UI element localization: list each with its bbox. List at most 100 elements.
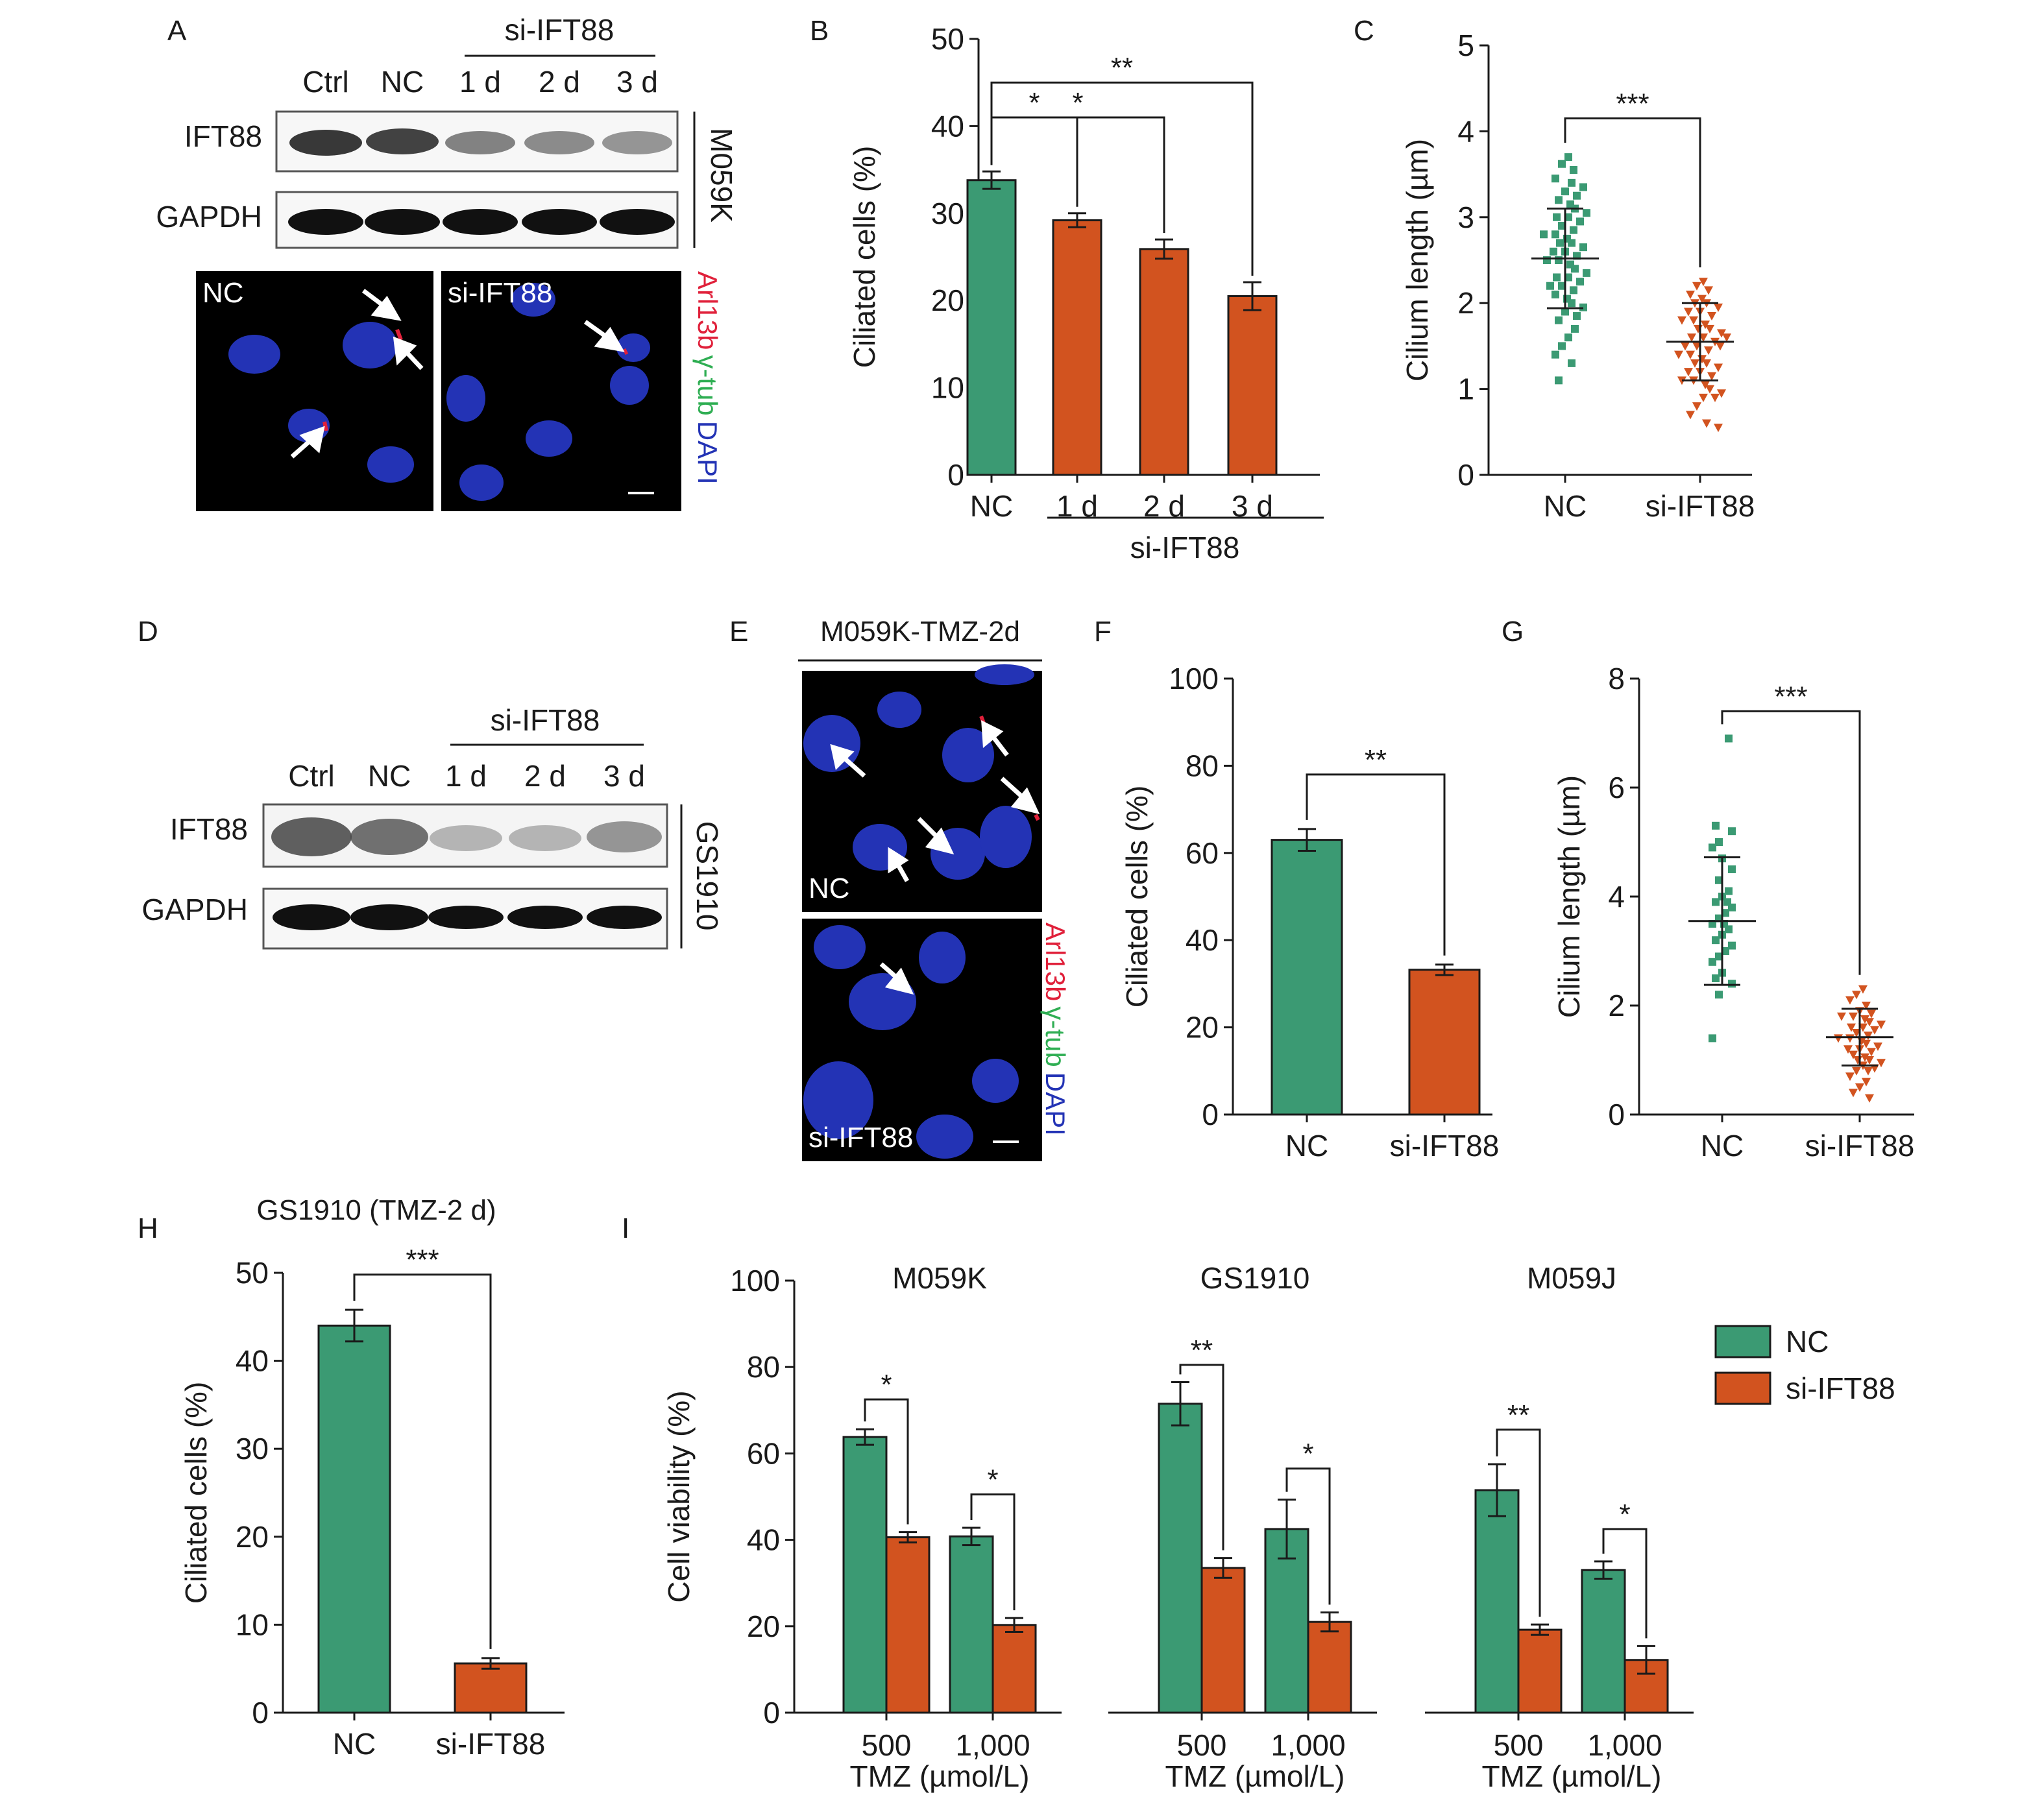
band — [507, 906, 583, 929]
data-point — [1728, 980, 1736, 988]
y-tick-label: 50 — [931, 22, 964, 56]
lane-label-1d: 1 d — [459, 65, 501, 99]
significance-label: *** — [1774, 681, 1807, 712]
data-point — [1837, 1012, 1846, 1021]
bar — [1139, 248, 1189, 476]
group-title: GS1910 — [1200, 1261, 1310, 1295]
y-tick-label: 0 — [1202, 1098, 1219, 1131]
panel-letter-f: F — [1094, 616, 1112, 647]
lane-label-3d: 3 d — [616, 65, 658, 99]
bar — [317, 1324, 391, 1714]
data-point — [1712, 936, 1720, 945]
data-point — [1553, 273, 1561, 282]
data-point — [1714, 303, 1723, 312]
y-tick-label: 20 — [1186, 1011, 1219, 1044]
panel-e: E M059K-TMZ-2d — [729, 616, 1071, 1161]
data-point — [1576, 278, 1584, 286]
nuclei-e-si — [803, 925, 1019, 1159]
nucleus — [526, 420, 572, 457]
y-tick-label: 2 — [1608, 989, 1625, 1022]
lane-label-1d: 1 d — [445, 759, 487, 793]
arrowhead — [981, 720, 1004, 749]
stain-blue: DAPI — [1040, 1072, 1071, 1136]
y-axis-label: Ciliated cells (%) — [179, 1382, 213, 1604]
data-point — [1849, 1089, 1858, 1098]
panel-letter-g: G — [1502, 616, 1524, 647]
arrowhead — [594, 326, 625, 352]
data-point — [1551, 350, 1559, 359]
data-point — [1561, 308, 1569, 316]
data-point — [1568, 239, 1576, 247]
band — [430, 825, 502, 851]
data-point — [1684, 308, 1693, 317]
data-point — [1715, 952, 1723, 961]
arrowhead — [299, 426, 325, 453]
bar-nc — [1264, 1528, 1309, 1714]
significance-bracket — [1179, 1364, 1224, 1550]
x-tick-label: si-IFT88 — [1390, 1129, 1500, 1163]
data-point — [1865, 1056, 1874, 1065]
data-point — [1573, 191, 1581, 200]
data-point — [1723, 898, 1731, 906]
significance-label: *** — [1616, 88, 1649, 120]
data-point — [1847, 1023, 1856, 1032]
data-point — [1692, 402, 1701, 411]
data-point — [1728, 941, 1736, 950]
nucleus — [942, 728, 994, 782]
data-point — [1564, 213, 1572, 221]
data-point — [1862, 1002, 1871, 1010]
data-point — [1564, 333, 1572, 342]
group-title: M059J — [1527, 1261, 1616, 1295]
band — [273, 904, 350, 930]
significance-bracket — [1721, 710, 1861, 975]
chart-g: 0 2 4 6 8 Cilium length (µm) NC si-IFT88 *** — [1552, 662, 1914, 1163]
nucleus — [975, 664, 1034, 685]
chart-h: 0 10 20 30 40 50 Ciliated cells (%) NC si-IFT88 *… — [179, 1244, 565, 1761]
x-tick-label: 500 — [862, 1728, 912, 1762]
row-label-gapdh: GAPDH — [141, 893, 248, 926]
data-point — [1684, 368, 1693, 377]
panel-a: A Ctrl NC 1 d 2 d 3 d si-IFT88 IFT88 GAP… — [156, 13, 738, 511]
significance-label: ** — [1111, 52, 1133, 84]
significance-bracket — [990, 81, 1254, 276]
significance-bracket — [1496, 1429, 1541, 1617]
panel-e-title: M059K-TMZ-2d — [820, 616, 1020, 647]
significance-bracket — [1285, 1467, 1331, 1605]
bar-si — [885, 1536, 931, 1714]
data-point — [1686, 290, 1695, 299]
data-point — [1697, 295, 1707, 304]
data-point — [1728, 865, 1736, 873]
data-point — [1702, 419, 1711, 428]
panel-letter-d: D — [138, 616, 158, 647]
x-axis-label: TMZ (µmol/L) — [1165, 1759, 1345, 1793]
y-tick-label: 10 — [236, 1608, 269, 1641]
x-axis-label: TMZ (µmol/L) — [850, 1759, 1030, 1793]
cilium — [322, 421, 328, 431]
nucleus — [980, 806, 1032, 868]
x-tick-label: si-IFT88 — [436, 1727, 546, 1761]
nucleus — [916, 1115, 973, 1159]
data-point — [1553, 213, 1561, 221]
y-tick-label: 40 — [747, 1523, 780, 1557]
bar-si — [1200, 1567, 1246, 1714]
arrowhead — [925, 827, 955, 855]
significance-label: * — [1619, 1499, 1630, 1530]
y-tick-label: 40 — [931, 109, 964, 143]
y-tick-label: 40 — [236, 1344, 269, 1378]
bar — [966, 179, 1017, 476]
band — [365, 209, 440, 235]
y-tick-label: 30 — [931, 197, 964, 230]
data-point — [1540, 230, 1548, 239]
y-tick-label: 0 — [1608, 1098, 1625, 1131]
y-tick-label: 80 — [1186, 749, 1219, 782]
nucleus — [343, 322, 397, 368]
band — [428, 906, 504, 929]
stain-legend-a: Arl13b γ-tub DAPI — [692, 271, 723, 485]
stain-green: γ-tub — [692, 355, 723, 415]
data-point — [1710, 393, 1720, 402]
band — [524, 131, 594, 154]
stain-legend-e: Arl13b γ-tub DAPI — [1040, 923, 1071, 1136]
nuclei-a-nc — [228, 322, 414, 483]
arrowhead — [830, 743, 855, 771]
